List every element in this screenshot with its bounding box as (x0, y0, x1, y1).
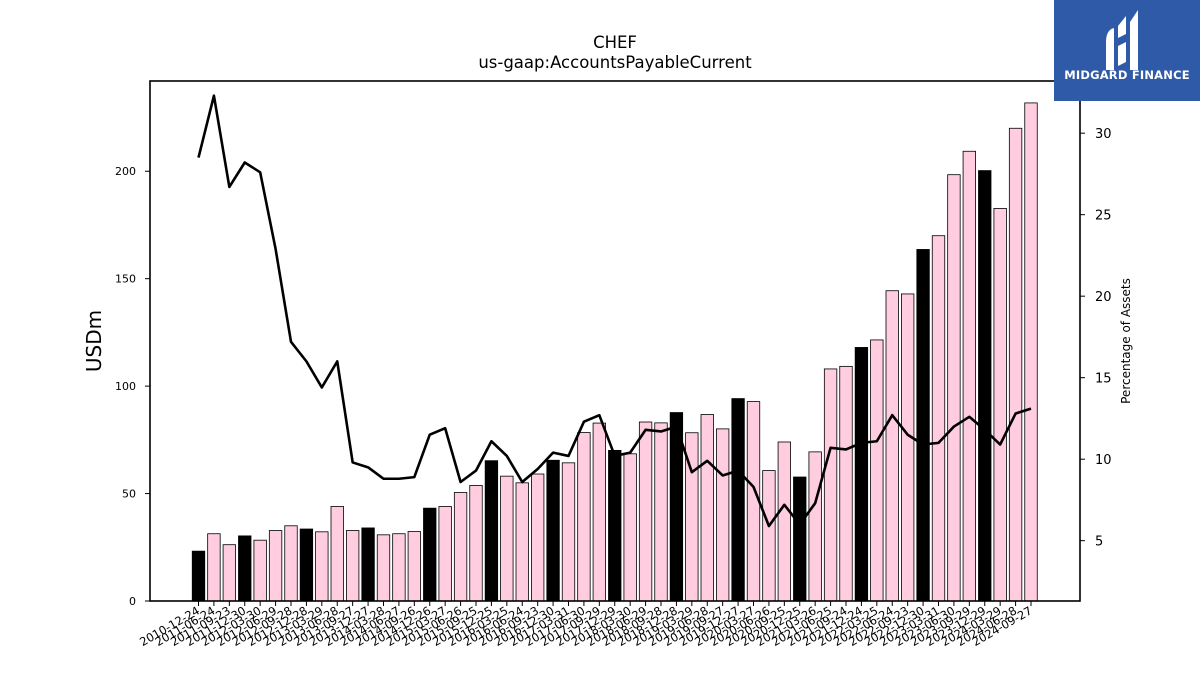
bar (608, 449, 622, 602)
bar (561, 462, 576, 602)
y-tick-label: 50 (122, 488, 136, 501)
bar-series (191, 102, 1038, 602)
bar (207, 533, 221, 602)
line-series (197, 94, 1032, 528)
chart-title: CHEF (593, 33, 637, 52)
bar (978, 170, 992, 602)
bar (577, 432, 591, 602)
bar (330, 506, 344, 602)
logo-mark-icon (1106, 10, 1138, 70)
brand-logo: MIDGARD FINANCE (1054, 0, 1200, 101)
bar (376, 534, 391, 602)
y2-tick-label: 5 (1095, 535, 1103, 550)
series-line (197, 94, 1032, 528)
bar (253, 539, 267, 602)
bar (484, 460, 499, 602)
bar (361, 527, 375, 602)
bar (638, 421, 653, 602)
bar (823, 368, 838, 602)
bar (407, 531, 421, 602)
bar (392, 533, 406, 602)
y2-axis-label: Percentage of Assets (1119, 278, 1133, 404)
bar (931, 235, 946, 602)
bar (438, 506, 452, 602)
y2-tick-label: 30 (1095, 127, 1112, 142)
bar (762, 470, 776, 602)
bar (346, 530, 360, 602)
bar (839, 365, 853, 602)
bar (423, 507, 437, 602)
bar (453, 492, 468, 602)
bar (191, 550, 206, 602)
bar (469, 484, 483, 602)
bar (731, 398, 745, 602)
axes: 050100150200510152025302010-12-242011-06… (115, 80, 1112, 649)
bar (315, 531, 329, 602)
bar (284, 525, 298, 602)
y2-tick-label: 25 (1095, 209, 1112, 224)
bar (546, 459, 560, 602)
bar (238, 535, 252, 602)
bar (777, 441, 791, 602)
y2-tick-label: 10 (1095, 453, 1112, 468)
bar (700, 414, 714, 602)
bar (962, 150, 976, 602)
bar (885, 290, 899, 602)
bar (916, 249, 930, 602)
bar (901, 293, 915, 602)
bar (222, 544, 236, 602)
bar (947, 174, 961, 602)
y-tick-label: 100 (115, 380, 136, 393)
bar (1008, 127, 1023, 602)
chart-subtitle: us-gaap:AccountsPayableCurrent (478, 53, 752, 72)
y2-tick-label: 15 (1095, 372, 1112, 387)
bar (654, 422, 668, 602)
bar (592, 422, 606, 602)
bar (299, 528, 314, 602)
bar (716, 428, 730, 602)
bar (808, 451, 822, 602)
bar (515, 482, 529, 602)
bar (854, 347, 869, 602)
bar (993, 208, 1007, 602)
bar (793, 476, 807, 602)
brand-name: MIDGARD FINANCE (1064, 68, 1190, 82)
bar (870, 339, 884, 602)
y2-tick-label: 20 (1095, 290, 1112, 305)
bar (531, 473, 545, 602)
y-tick-label: 150 (115, 273, 136, 286)
bar (1024, 102, 1038, 602)
y-tick-label: 0 (129, 595, 136, 608)
bar (268, 530, 283, 602)
bar (500, 475, 514, 602)
y-tick-label: 200 (115, 165, 136, 178)
bar (623, 453, 637, 602)
y-axis-label: USDm (82, 310, 106, 372)
